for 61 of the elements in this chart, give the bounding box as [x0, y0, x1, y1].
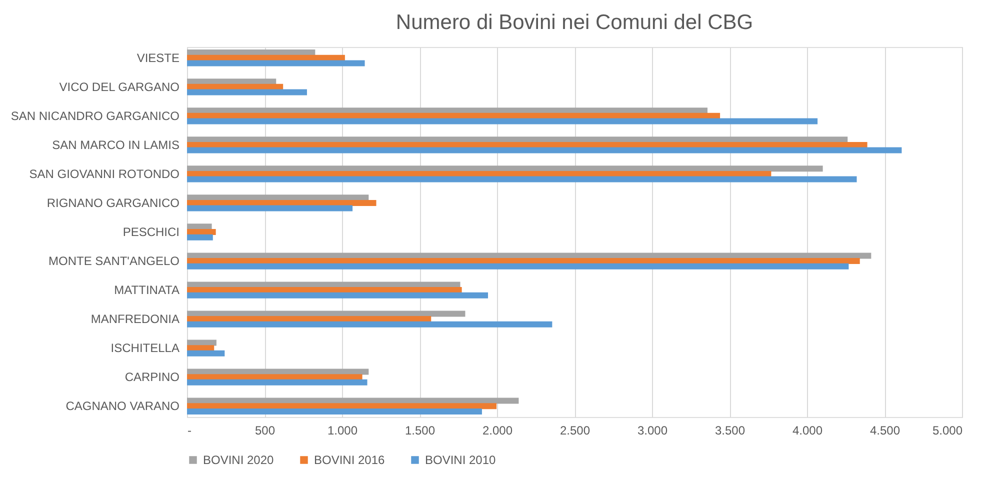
bar — [187, 200, 376, 206]
bar — [187, 287, 462, 294]
y-tick-label: VICO DEL GARGANO — [59, 80, 180, 94]
x-tick-label: 4.000 — [792, 424, 823, 438]
bar — [187, 252, 872, 259]
bar — [187, 50, 316, 56]
y-tick-label: SAN MARCO IN LAMIS — [52, 138, 180, 152]
bar — [187, 310, 466, 317]
y-tick-label: MATTINATA — [114, 283, 180, 298]
x-tick-label: 3.500 — [714, 424, 746, 438]
bar — [187, 224, 212, 230]
chart-title: Numero di Bovini nei Comuni del CBG — [396, 11, 754, 34]
bar — [187, 234, 213, 240]
legend-label: BOVINI 2010 — [425, 453, 496, 467]
y-tick-label: SAN GIOVANNI ROTONDO — [29, 166, 180, 181]
bar — [187, 60, 365, 66]
legend-label: BOVINI 2020 — [203, 453, 274, 467]
bar — [187, 379, 368, 386]
x-tick-label: - — [188, 424, 192, 438]
x-tick-label: 4.500 — [870, 424, 900, 438]
bar — [187, 229, 216, 235]
bar — [187, 142, 868, 148]
bar — [187, 292, 488, 298]
bar — [187, 345, 214, 352]
y-tick-label: PESCHICI — [122, 225, 180, 239]
bar — [187, 282, 460, 288]
x-tick-label: 500 — [254, 424, 276, 438]
bar — [187, 321, 552, 328]
bar — [187, 316, 432, 322]
bar — [187, 194, 369, 201]
bar — [187, 170, 772, 177]
bar — [187, 408, 482, 414]
bar — [187, 118, 818, 124]
bar — [187, 166, 823, 172]
legend-label: BOVINI 2016 — [314, 453, 386, 467]
x-tick-label: 1.000 — [327, 424, 358, 438]
bar — [187, 205, 353, 212]
y-tick-label: SAN NICANDRO GARGANICO — [10, 108, 180, 123]
bar — [187, 147, 902, 154]
y-tick-label: ISCHITELLA — [110, 341, 180, 356]
bar — [187, 89, 307, 96]
x-tick-label: 2.500 — [560, 424, 590, 438]
y-tick-label: CARPINO — [124, 370, 180, 384]
x-tick-label: 5.000 — [932, 424, 963, 438]
bar — [187, 403, 497, 410]
bar — [187, 258, 860, 264]
y-tick-label: RIGNANO GARGANICO — [46, 196, 180, 210]
bar — [187, 350, 225, 356]
y-tick-label: MANFREDONIA — [90, 312, 180, 326]
y-tick-label: CAGNANO VARANO — [66, 399, 180, 414]
y-tick-label: MONTE SANT'ANGELO — [48, 254, 180, 268]
x-tick-label: 3.000 — [637, 424, 668, 438]
bar — [187, 176, 857, 182]
bar — [187, 108, 708, 114]
y-tick-label: VIESTE — [136, 50, 180, 65]
x-tick-label: 2.000 — [482, 424, 513, 438]
bar — [187, 136, 848, 143]
bar — [187, 374, 362, 380]
bar — [187, 263, 849, 270]
x-tick-label: 1.500 — [404, 424, 436, 438]
bar — [187, 78, 276, 85]
